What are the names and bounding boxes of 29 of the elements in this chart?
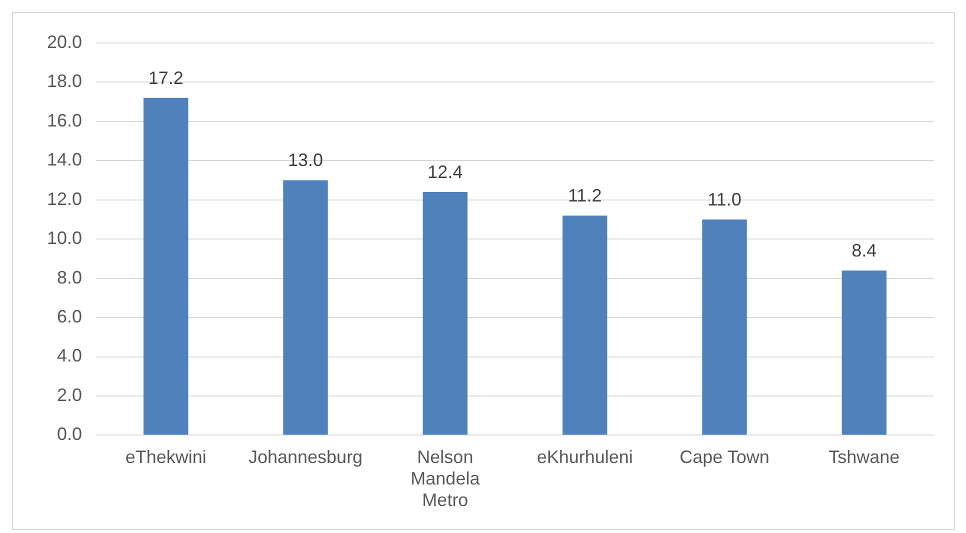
data-label: 13.0 [288,150,324,170]
y-tick-label: 14.0 [46,150,82,170]
bar [144,98,188,435]
bar [283,180,328,435]
data-label: 12.4 [428,162,463,182]
x-tick-label: eKhurhuleni [536,446,633,467]
bar [562,216,608,435]
data-label: 11.2 [568,186,602,206]
y-tick-label: 16.0 [46,110,82,130]
bar [422,192,468,435]
y-tick-label: 0.0 [57,424,82,444]
x-tick-label: eThekwini [125,446,206,467]
x-tick-label: Johannesburg [248,446,363,467]
y-tick-label: 10.0 [46,228,82,248]
y-tick-label: 4.0 [57,346,82,366]
x-tick-label: Cape Town [680,446,770,467]
y-tick-label: 20.0 [46,32,82,52]
y-tick-label: 8.0 [57,267,82,288]
data-label: 11.0 [708,189,742,210]
data-label: 17.2 [148,68,184,88]
y-tick-label: 2.0 [57,384,82,405]
bar [702,219,747,435]
y-tick-label: 6.0 [57,306,82,327]
bar [842,270,887,435]
x-tick-label: Nelson Mandela Metro [410,446,481,510]
data-label: 8.4 [852,240,877,260]
y-tick-label: 12.0 [46,188,82,209]
y-tick-label: 18.0 [46,71,82,92]
x-tick-label: Tshwane [828,446,900,467]
